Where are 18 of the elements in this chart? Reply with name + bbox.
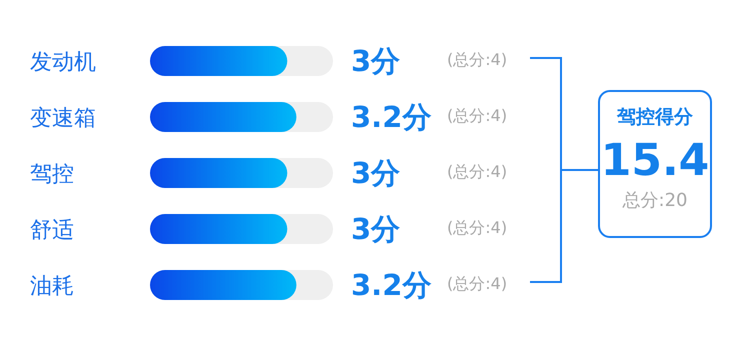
data-label: 3分: [351, 212, 402, 246]
text: 总分:20: [622, 189, 688, 212]
text: (总分:4): [447, 162, 508, 183]
data-label: 3.2分: [351, 100, 432, 134]
data-label: 3.2分: [351, 268, 432, 302]
y-tick-label: 发动机: [30, 50, 96, 75]
y-tick-label: 变速箱: [30, 106, 96, 131]
y-tick-label: 油耗: [30, 274, 74, 299]
y-tick-label: 舒适: [30, 218, 74, 243]
text: (总分:4): [447, 218, 508, 239]
y-tick-label: 驾控: [30, 162, 74, 187]
data-label: 3分: [351, 44, 402, 78]
data-label: 3分: [351, 156, 402, 190]
text: (总分:4): [447, 274, 508, 295]
text: 驾控得分: [616, 105, 694, 130]
text: 15.4: [600, 134, 710, 188]
text: (总分:4): [447, 50, 508, 71]
text: (总分:4): [447, 106, 508, 127]
